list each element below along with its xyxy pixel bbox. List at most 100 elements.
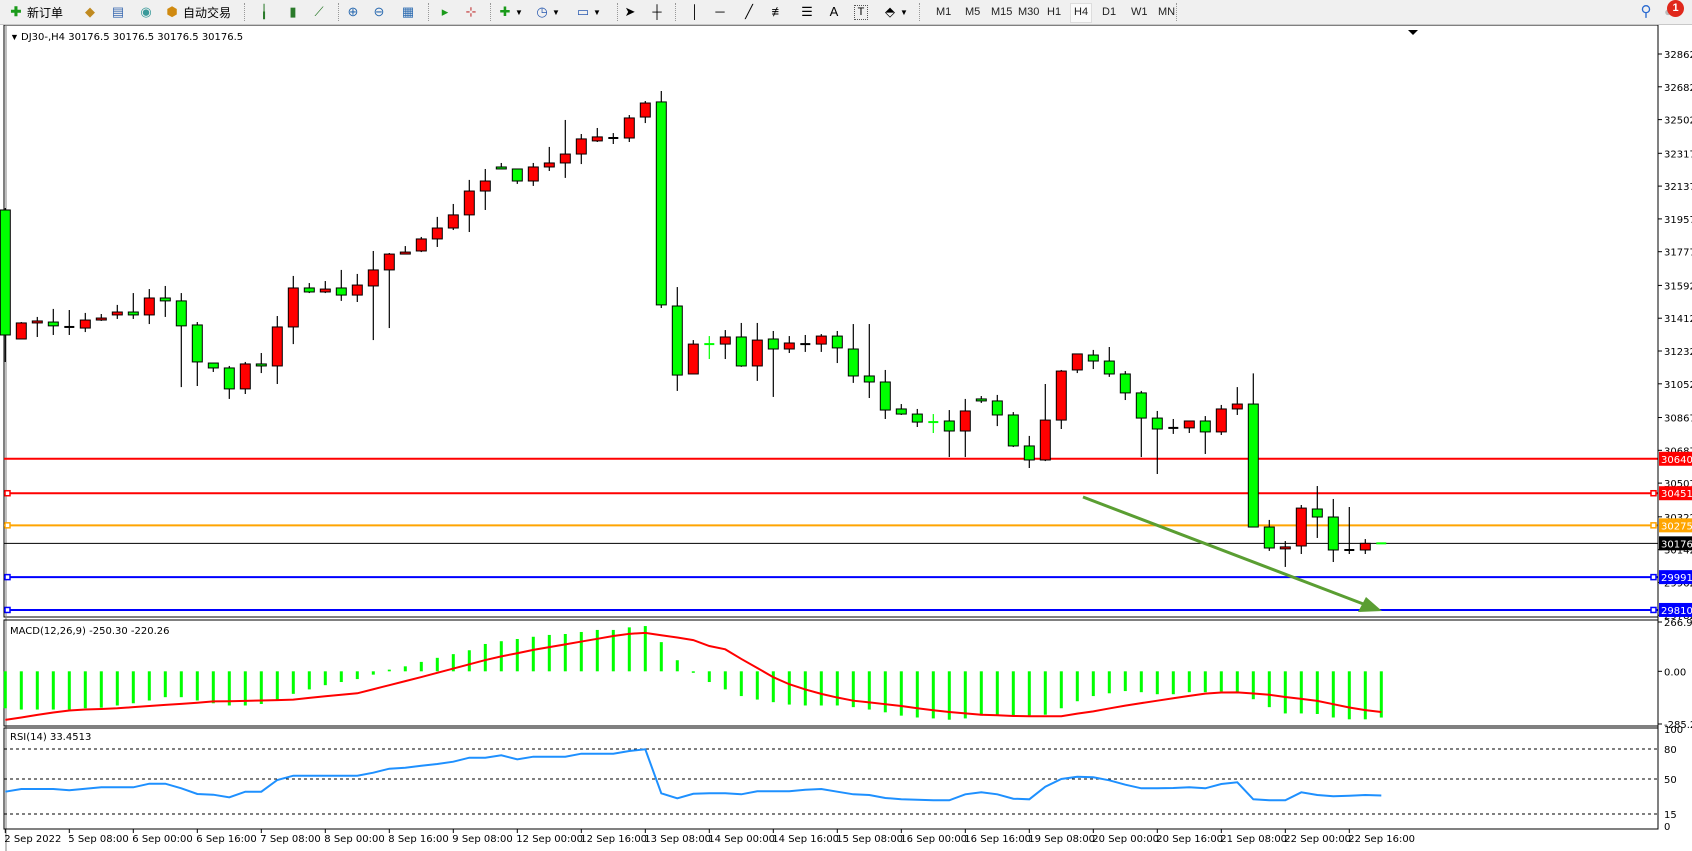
candle[interactable] [223,365,235,399]
candle[interactable] [687,340,699,375]
candle[interactable] [79,312,91,333]
candle[interactable] [415,236,427,253]
candle[interactable] [1311,486,1323,538]
candle[interactable] [543,146,555,171]
candle[interactable] [575,133,587,165]
candle[interactable] [383,252,395,329]
candle[interactable] [207,362,219,372]
crosshair-button[interactable]: ┼ [649,2,665,22]
text-button[interactable]: A [826,2,842,22]
timeframe-m5-button[interactable]: M5 [965,6,981,18]
candle[interactable] [1215,404,1227,436]
bar-chart-button[interactable]: ╽ [256,2,272,22]
candle[interactable] [800,334,811,352]
candle[interactable] [1279,541,1291,567]
chart-shift-marker-icon[interactable] [1408,30,1418,35]
candle[interactable] [319,281,331,294]
timeframe-m30-button[interactable]: M30 [1018,6,1040,18]
navigator-button[interactable]: ◉ [138,2,154,22]
candle[interactable] [1151,410,1163,475]
candle[interactable] [1071,353,1083,374]
chart-window[interactable]: 32862.0 32682.0 32502.0 32317.0 32137.0 31957… [0,25,1692,851]
candle[interactable] [31,316,43,337]
new-order-button[interactable]: ✚ 新订单 [8,2,63,22]
chart-shift-button[interactable]: ⊹ [463,2,479,22]
candle[interactable] [863,324,875,399]
search-button[interactable]: ⚲ [1638,2,1654,22]
candle[interactable] [399,246,411,255]
candle[interactable] [639,101,651,124]
candle[interactable] [175,293,187,388]
candle[interactable] [143,289,155,325]
candle[interactable] [1199,416,1211,454]
timeframe-h1-button[interactable]: H1 [1047,6,1062,18]
candle[interactable] [991,394,1003,427]
periods-button[interactable]: ◷ ▼ [534,2,560,22]
candle[interactable] [831,330,843,364]
price-panel[interactable]: 32862.0 32682.0 32502.0 32317.0 32137.0 31957… [0,25,1692,851]
candle[interactable] [815,334,827,352]
arrows-button[interactable]: ⬘ ▼ [882,2,908,22]
fibonacci-channel-button[interactable]: ☰ [799,2,815,22]
candle[interactable] [1039,383,1051,462]
candle[interactable] [943,410,955,458]
line-chart-button[interactable]: ⟋ [311,2,327,22]
timeframe-mn-button[interactable]: MN [1158,6,1176,18]
candle[interactable] [64,310,75,335]
text-label-button[interactable]: T [854,2,868,22]
line-handle[interactable] [1650,573,1657,581]
trend-arrow-line[interactable] [1082,495,1367,607]
line-handle[interactable] [4,489,11,497]
candle[interactable] [1087,349,1099,370]
line-handle[interactable] [1650,522,1657,529]
candle[interactable] [255,353,267,374]
zoom-out-button[interactable]: ⊖ [371,2,387,22]
candle[interactable] [704,336,715,360]
trendline-button[interactable]: ╱ [741,2,757,22]
cursor-button[interactable]: ➤ [622,2,638,22]
candle[interactable] [239,361,251,395]
candle[interactable] [591,127,603,143]
candle[interactable] [351,273,363,302]
candle[interactable] [495,162,507,170]
templates-button[interactable]: ▭ ▼ [575,2,601,22]
candle[interactable] [479,168,491,210]
candle[interactable] [159,285,171,317]
fibonacci-button[interactable]: ≢ [770,2,786,22]
candle[interactable] [1023,435,1035,468]
candle[interactable] [287,275,299,345]
timeframe-m15-button[interactable]: M15 [991,6,1013,18]
candle[interactable] [1119,371,1131,401]
candle[interactable] [1231,387,1243,415]
candle[interactable] [0,207,11,362]
candle[interactable] [1055,369,1067,429]
candle[interactable] [879,369,891,419]
candle[interactable] [271,316,283,384]
macd-panel[interactable]: 266.98 0.00 -285.24 [3,618,1692,731]
timeframe-m1-button[interactable]: M1 [936,6,952,18]
horizontal-line-button[interactable]: ─ [712,2,728,22]
line-handle[interactable] [4,606,11,614]
candle[interactable] [559,119,571,178]
candle[interactable] [959,398,971,458]
candle[interactable] [911,408,923,427]
candle[interactable] [1327,498,1339,563]
tile-windows-button[interactable]: ▦ [400,2,416,22]
line-handle[interactable] [1650,606,1657,614]
line-handle[interactable] [4,522,11,529]
timeframe-w1-button[interactable]: W1 [1131,6,1148,18]
candle[interactable] [895,404,907,415]
candle[interactable] [303,283,315,294]
candle[interactable] [1135,390,1147,458]
candle[interactable] [1263,519,1275,551]
auto-scroll-button[interactable]: ▸ [437,2,453,22]
candle[interactable] [1168,418,1179,434]
line-handle[interactable] [4,573,11,581]
candle[interactable] [15,322,27,340]
candle[interactable] [719,330,731,360]
trend-arrow[interactable] [1082,495,1382,612]
zoom-in-button[interactable]: ⊕ [345,2,361,22]
candle[interactable] [671,287,683,391]
candle[interactable] [47,308,59,335]
line-handle[interactable] [1650,489,1657,497]
